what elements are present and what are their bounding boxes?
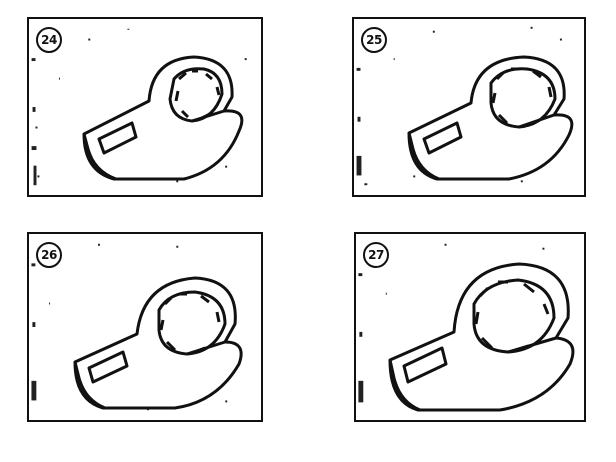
figure-number-badge: 24 — [36, 27, 62, 53]
figure-panel-25: 25 — [352, 17, 586, 197]
figure-number-badge: 25 — [361, 27, 387, 53]
figure-panel-24: 24 — [27, 17, 263, 197]
figure-panel-26: 26 — [27, 232, 263, 422]
speckle-texture — [31, 28, 247, 186]
figure-panel-27: 27 — [354, 232, 586, 422]
crowfoot-flare-nut-wrench-icon — [82, 55, 244, 181]
figure-number-badge: 27 — [363, 242, 389, 268]
crowfoot-flare-nut-wrench-icon — [388, 262, 575, 412]
crowfoot-flare-nut-wrench-icon — [73, 276, 243, 410]
speckle-texture — [356, 26, 562, 186]
figure-number-badge: 26 — [36, 242, 62, 268]
crowfoot-flare-nut-wrench-icon — [407, 55, 574, 181]
